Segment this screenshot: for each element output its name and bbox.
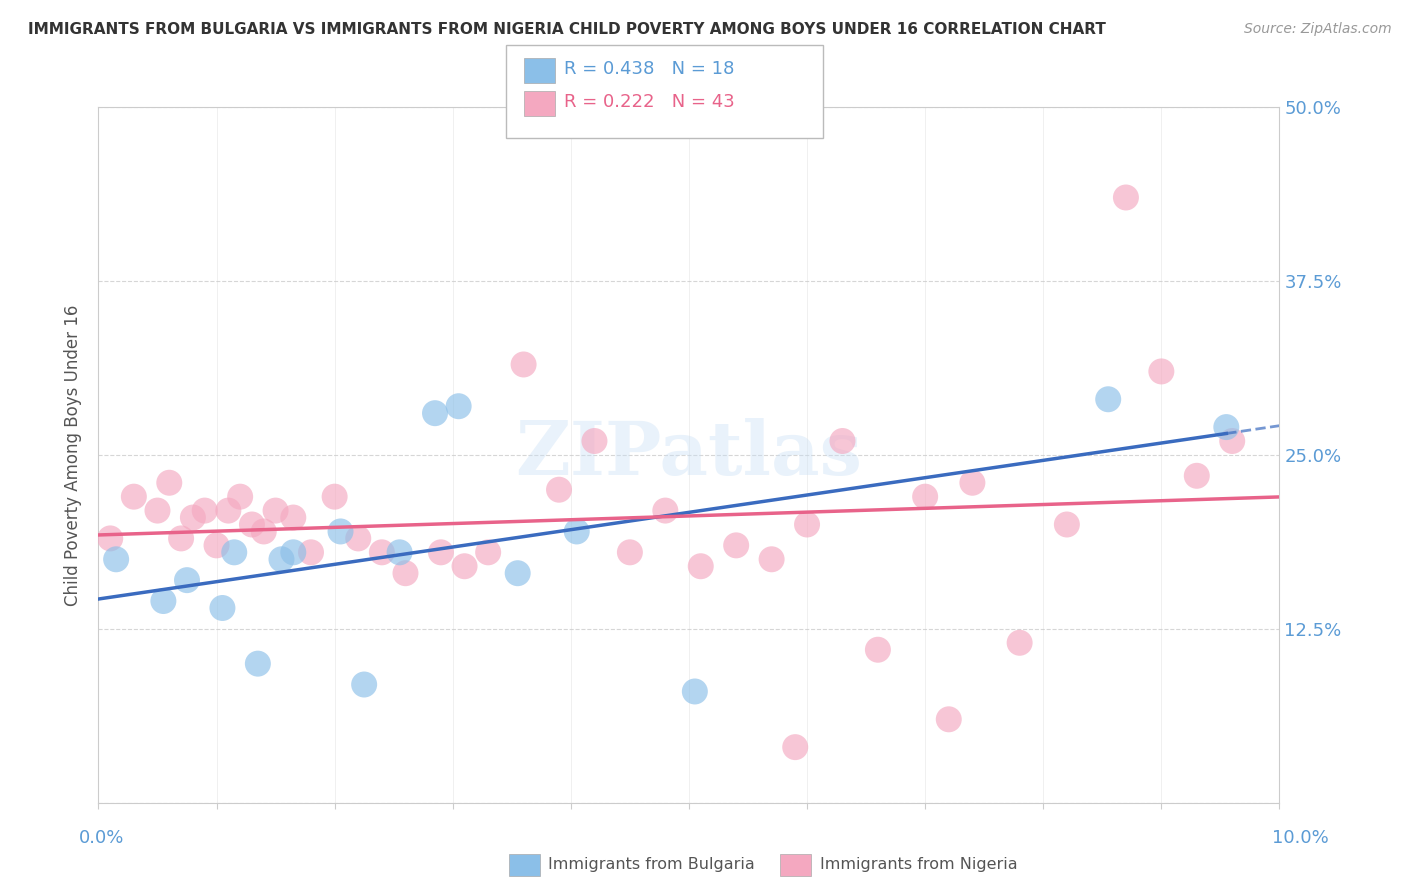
Point — [583, 434, 606, 448]
Point — [785, 740, 807, 755]
Point — [329, 524, 352, 539]
Point — [512, 358, 534, 372]
Point — [283, 545, 305, 559]
Text: 10.0%: 10.0% — [1272, 829, 1329, 847]
Point — [246, 657, 269, 671]
Point — [194, 503, 217, 517]
Point — [1150, 364, 1173, 378]
Point — [353, 677, 375, 691]
Point — [654, 503, 676, 517]
Point — [423, 406, 446, 420]
Point — [347, 532, 370, 546]
Point — [388, 545, 411, 559]
Point — [477, 545, 499, 559]
Point — [176, 573, 198, 587]
Point — [1097, 392, 1119, 407]
Point — [1220, 434, 1243, 448]
Point — [371, 545, 394, 559]
Point — [394, 566, 416, 581]
Point — [146, 503, 169, 517]
Point — [253, 524, 276, 539]
Point — [170, 532, 193, 546]
Point — [962, 475, 984, 490]
Point — [211, 601, 233, 615]
Point — [264, 503, 287, 517]
Point — [619, 545, 641, 559]
Point — [866, 642, 889, 657]
Point — [217, 503, 239, 517]
Point — [1215, 420, 1237, 434]
Point — [229, 490, 252, 504]
Point — [453, 559, 475, 574]
Point — [683, 684, 706, 698]
Point — [506, 566, 529, 581]
Point — [224, 545, 246, 559]
Point — [205, 538, 228, 552]
Point — [938, 712, 960, 726]
Point — [181, 510, 204, 524]
Point — [240, 517, 263, 532]
Text: IMMIGRANTS FROM BULGARIA VS IMMIGRANTS FROM NIGERIA CHILD POVERTY AMONG BOYS UND: IMMIGRANTS FROM BULGARIA VS IMMIGRANTS F… — [28, 22, 1107, 37]
Text: Immigrants from Bulgaria: Immigrants from Bulgaria — [548, 857, 755, 871]
Point — [430, 545, 453, 559]
Point — [283, 510, 305, 524]
Y-axis label: Child Poverty Among Boys Under 16: Child Poverty Among Boys Under 16 — [65, 304, 83, 606]
Point — [299, 545, 322, 559]
Point — [796, 517, 818, 532]
Point — [323, 490, 346, 504]
Text: Source: ZipAtlas.com: Source: ZipAtlas.com — [1244, 22, 1392, 37]
Text: Immigrants from Nigeria: Immigrants from Nigeria — [820, 857, 1018, 871]
Point — [122, 490, 145, 504]
Point — [548, 483, 571, 497]
Point — [1185, 468, 1208, 483]
Point — [831, 434, 853, 448]
Point — [105, 552, 128, 566]
Point — [447, 399, 470, 413]
Point — [565, 524, 588, 539]
Point — [1056, 517, 1078, 532]
Point — [689, 559, 711, 574]
Point — [761, 552, 783, 566]
Point — [1115, 190, 1137, 204]
Text: R = 0.222   N = 43: R = 0.222 N = 43 — [564, 93, 734, 111]
Text: ZIPatlas: ZIPatlas — [516, 418, 862, 491]
Point — [1008, 636, 1031, 650]
Point — [270, 552, 292, 566]
Point — [152, 594, 174, 608]
Point — [914, 490, 936, 504]
Point — [725, 538, 748, 552]
Text: 0.0%: 0.0% — [79, 829, 124, 847]
Point — [157, 475, 180, 490]
Point — [98, 532, 121, 546]
Text: R = 0.438   N = 18: R = 0.438 N = 18 — [564, 60, 734, 78]
